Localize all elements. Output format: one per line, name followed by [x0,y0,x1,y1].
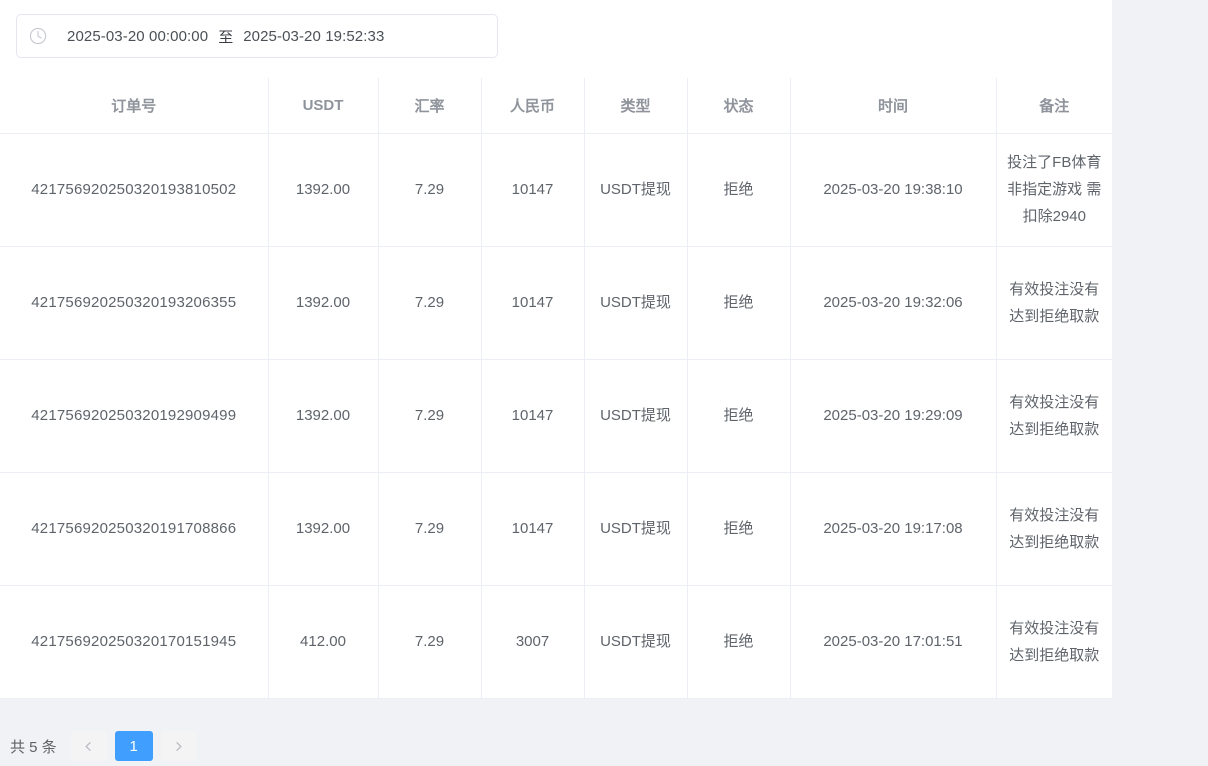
cell-usdt: 1392.00 [268,359,379,473]
cell-rate: 7.29 [378,246,482,360]
column-header-status[interactable]: 状态 [687,78,791,134]
cell-remark: 有效投注没有达到拒绝取款 [996,359,1112,473]
cell-usdt: 1392.00 [268,472,379,586]
cell-rate: 7.29 [378,585,482,699]
pagination-total: 共 5 条 [10,738,57,756]
table-row[interactable]: 421756920250320192909499 1392.00 7.29 10… [0,359,1112,473]
cell-type: USDT提现 [584,472,688,586]
cell-order-no: 421756920250320191708866 [0,472,269,586]
column-header-usdt[interactable]: USDT [268,78,379,134]
table-body: 421756920250320193810502 1392.00 7.29 10… [0,133,1112,699]
column-header-order-no[interactable]: 订单号 [0,78,269,134]
filter-bar: 2025-03-20 00:00:00 至 2025-03-20 19:52:3… [0,0,1112,78]
pagination-prev-button[interactable] [70,731,107,761]
cell-type: USDT提现 [584,133,688,247]
cell-rate: 7.29 [378,359,482,473]
cell-remark: 有效投注没有达到拒绝取款 [996,472,1112,586]
cell-rate: 7.29 [378,133,482,247]
clock-icon [29,27,47,45]
cell-usdt: 1392.00 [268,246,379,360]
end-datetime-input[interactable]: 2025-03-20 19:52:33 [243,27,385,45]
cell-cny: 10147 [481,133,585,247]
cell-cny: 10147 [481,246,585,360]
cell-remark: 有效投注没有达到拒绝取款 [996,585,1112,699]
cell-remark: 有效投注没有达到拒绝取款 [996,246,1112,360]
pagination-next-button[interactable] [160,731,197,761]
cell-status: 拒绝 [687,359,791,473]
cell-usdt: 412.00 [268,585,379,699]
cell-type: USDT提现 [584,246,688,360]
table-header-row: 订单号 USDT 汇率 人民币 类型 状态 时间 备注 [0,78,1112,134]
cell-type: USDT提现 [584,359,688,473]
cell-rate: 7.29 [378,472,482,586]
cell-time: 2025-03-20 19:32:06 [790,246,997,360]
cell-order-no: 421756920250320192909499 [0,359,269,473]
table-row[interactable]: 421756920250320193206355 1392.00 7.29 10… [0,246,1112,360]
column-header-time[interactable]: 时间 [790,78,997,134]
table-row[interactable]: 421756920250320170151945 412.00 7.29 300… [0,585,1112,699]
column-header-remark[interactable]: 备注 [996,78,1112,134]
page-root: 2025-03-20 00:00:00 至 2025-03-20 19:52:3… [0,0,1112,761]
start-datetime-input[interactable]: 2025-03-20 00:00:00 [67,27,209,45]
column-header-type[interactable]: 类型 [584,78,688,134]
cell-time: 2025-03-20 19:38:10 [790,133,997,247]
date-range-picker[interactable]: 2025-03-20 00:00:00 至 2025-03-20 19:52:3… [16,14,498,58]
cell-status: 拒绝 [687,585,791,699]
cell-status: 拒绝 [687,472,791,586]
table-header: 订单号 USDT 汇率 人民币 类型 状态 时间 备注 [0,78,1112,134]
table-row[interactable]: 421756920250320191708866 1392.00 7.29 10… [0,472,1112,586]
column-header-rate[interactable]: 汇率 [378,78,482,134]
content-card: 2025-03-20 00:00:00 至 2025-03-20 19:52:3… [0,0,1112,699]
cell-remark: 投注了FB体育非指定游戏 需扣除2940 [996,133,1112,247]
cell-order-no: 421756920250320170151945 [0,585,269,699]
table-row[interactable]: 421756920250320193810502 1392.00 7.29 10… [0,133,1112,247]
orders-table: 订单号 USDT 汇率 人民币 类型 状态 时间 备注 421756920250… [0,78,1112,699]
cell-cny: 10147 [481,472,585,586]
cell-type: USDT提现 [584,585,688,699]
cell-cny: 10147 [481,359,585,473]
cell-order-no: 421756920250320193206355 [0,246,269,360]
date-range-separator: 至 [218,28,234,46]
cell-time: 2025-03-20 19:29:09 [790,359,997,473]
cell-cny: 3007 [481,585,585,699]
pagination: 共 5 条 1 [0,726,1112,766]
cell-status: 拒绝 [687,246,791,360]
pagination-page-1[interactable]: 1 [114,731,153,761]
chevron-right-icon [173,741,184,752]
chevron-left-icon [83,741,94,752]
column-header-cny[interactable]: 人民币 [481,78,585,134]
cell-order-no: 421756920250320193810502 [0,133,269,247]
cell-time: 2025-03-20 19:17:08 [790,472,997,586]
cell-time: 2025-03-20 17:01:51 [790,585,997,699]
cell-status: 拒绝 [687,133,791,247]
cell-usdt: 1392.00 [268,133,379,247]
